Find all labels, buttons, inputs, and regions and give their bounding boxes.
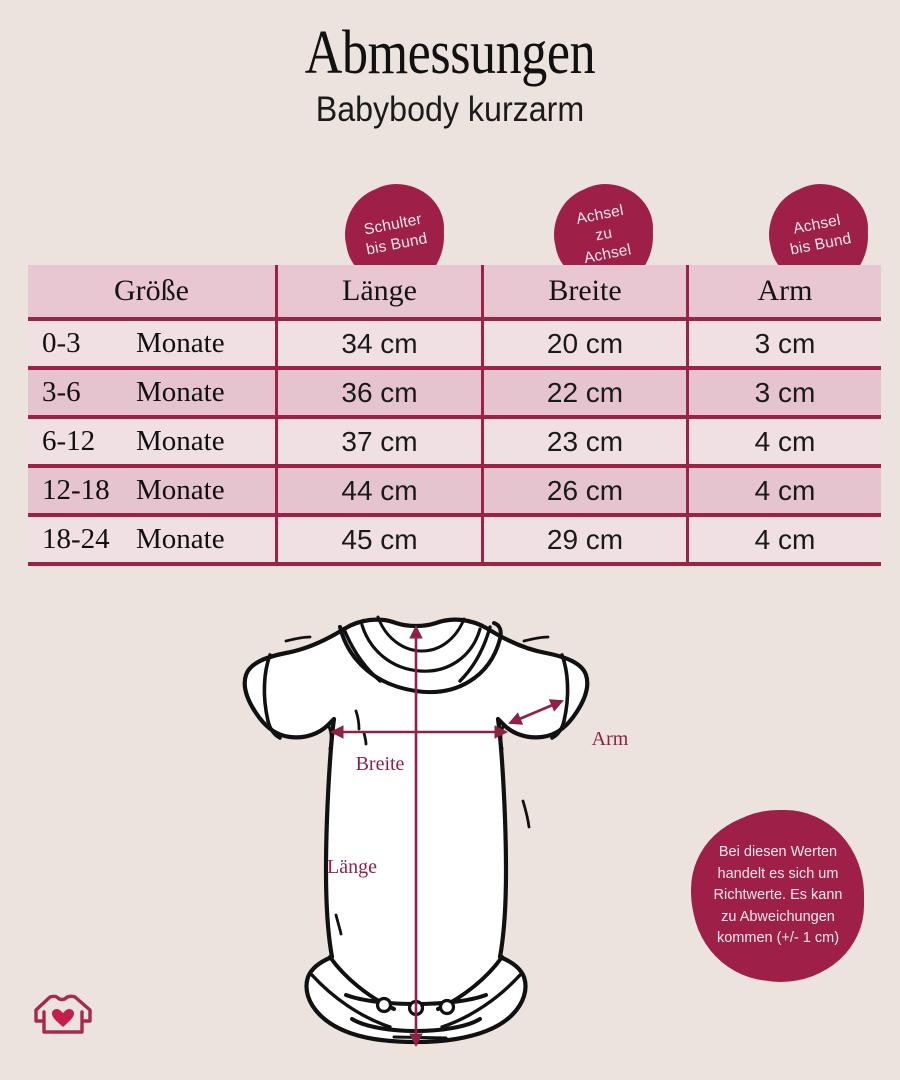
cell-size: 6-12 Monate — [28, 417, 277, 468]
cell-arm-value: 4 cm — [754, 474, 816, 506]
tshirt-outline — [34, 994, 92, 1034]
cell-size: 3-6 Monate — [28, 368, 277, 419]
size-unit-label: Monate — [136, 425, 225, 457]
dimension-arm-arrow: Arm — [508, 699, 629, 750]
column-header-width: Breite — [481, 265, 688, 321]
right-armhole-seam — [499, 723, 506, 751]
snap-button-1 — [375, 996, 393, 1014]
size-age-range: 18-24 — [42, 523, 110, 555]
size-value-wrap: 18-24 Monate — [28, 523, 275, 556]
cell-length-value: 36 cm — [341, 376, 418, 408]
cell-width-value: 26 cm — [546, 474, 624, 506]
cell-width: 26 cm — [481, 466, 688, 517]
size-age-range: 6-12 — [42, 425, 96, 457]
cell-arm-value: 3 cm — [754, 376, 816, 408]
cell-arm: 3 cm — [686, 368, 881, 419]
size-age-range: 0-3 — [42, 327, 81, 359]
table-body: 0-3 Monate 34 cm 20 cm 3 cm 3-6 Monate 36 cm 22 … — [28, 319, 881, 566]
cell-length: 36 cm — [275, 368, 483, 419]
cell-arm: 4 cm — [686, 515, 881, 566]
table-row: 12-18 Monate 44 cm 26 cm 4 cm — [28, 466, 881, 517]
cell-size: 12-18 Monate — [28, 466, 277, 517]
cell-length-value: 34 cm — [341, 327, 418, 359]
label-arm: Arm — [592, 728, 629, 750]
cell-width-value: 22 cm — [546, 376, 624, 408]
tshirt-heart-icon — [34, 994, 92, 1034]
left-armhole-seam — [326, 723, 333, 751]
size-value-wrap: 0-3 Monate — [28, 327, 275, 360]
cell-length-value: 37 cm — [341, 425, 418, 457]
brand-logo — [30, 988, 98, 1040]
cell-arm-value: 4 cm — [754, 523, 816, 555]
dimension-width-arrow: Breite — [329, 725, 509, 775]
badge-disclaimer-note: Bei diesen Werten handelt es sich um Ric… — [693, 812, 863, 980]
cell-width-value: 29 cm — [546, 523, 624, 555]
size-table: Größe Länge Breite Arm 0-3 Monate 34 cm 20 … — [28, 265, 881, 566]
cell-width: 20 cm — [481, 319, 688, 370]
badge-achsel-bis-bund-label: Achsel bis Bund — [788, 211, 853, 259]
cell-arm-value: 3 cm — [754, 327, 816, 359]
cell-width: 23 cm — [481, 417, 688, 468]
bodysuit-drawing: Länge Breite Arm — [242, 615, 629, 1048]
page-subtitle: Babybody kurzarm — [315, 90, 585, 130]
cell-width-value: 20 cm — [546, 327, 624, 359]
size-value-wrap: 12-18 Monate — [28, 474, 275, 507]
left-shoulder-seam — [342, 627, 382, 683]
size-unit-label: Monate — [136, 376, 225, 408]
label-laenge: Länge — [327, 856, 377, 878]
size-age-range: 12-18 — [42, 474, 110, 506]
cell-length-value: 44 cm — [341, 474, 418, 506]
size-unit-label: Monate — [136, 474, 225, 506]
cell-length: 45 cm — [275, 515, 483, 566]
crotch-strap-right-inner — [440, 973, 522, 1029]
bottom-hem-line — [392, 1035, 448, 1040]
table-header-row: Größe Länge Breite Arm — [28, 265, 881, 321]
right-shoulder-seam — [458, 625, 492, 683]
header: Abmessungen Babybody kurzarm — [0, 0, 900, 130]
badge-schulter-label: Schulter bis Bund — [362, 210, 429, 259]
cell-size: 18-24 Monate — [28, 515, 277, 566]
heart-icon — [52, 1009, 74, 1027]
size-unit-label: Monate — [136, 523, 225, 555]
table-row: 3-6 Monate 36 cm 22 cm 3 cm — [28, 368, 881, 419]
size-value-wrap: 6-12 Monate — [28, 425, 275, 458]
column-header-arm: Arm — [686, 265, 881, 321]
cell-width-value: 23 cm — [546, 425, 624, 457]
cell-size: 0-3 Monate — [28, 319, 277, 370]
cell-length: 37 cm — [275, 417, 483, 468]
collar-outer-edge — [338, 621, 503, 694]
cell-arm-value: 4 cm — [754, 425, 816, 457]
cell-length: 34 cm — [275, 319, 483, 370]
table-header: Größe Länge Breite Arm — [28, 265, 881, 321]
table-row: 18-24 Monate 45 cm 29 cm 4 cm — [28, 515, 881, 566]
cell-arm: 4 cm — [686, 417, 881, 468]
column-header-size: Größe — [28, 265, 277, 321]
snap-button-3 — [438, 998, 456, 1016]
disclaimer-text: Bei diesen Werten handelt es sich um Ric… — [713, 844, 843, 947]
right-sleeve-cuff — [550, 653, 570, 740]
badge-achsel-zu-achsel-label: Achsel zu Achsel — [575, 202, 633, 267]
size-age-range: 3-6 — [42, 376, 81, 408]
dimension-length-arrow: Länge — [327, 624, 423, 1048]
left-sleeve-cuff — [262, 653, 282, 740]
column-header-length: Länge — [275, 265, 483, 321]
page-title: Abmessungen — [304, 19, 596, 87]
table-row: 0-3 Monate 34 cm 20 cm 3 cm — [28, 319, 881, 370]
cell-length-value: 45 cm — [341, 523, 418, 555]
size-value-wrap: 3-6 Monate — [28, 376, 275, 409]
crotch-strap-left-inner — [310, 973, 392, 1029]
cell-width: 22 cm — [481, 368, 688, 419]
cell-arm: 3 cm — [686, 319, 881, 370]
size-unit-label: Monate — [136, 327, 225, 359]
label-breite: Breite — [356, 753, 405, 775]
cell-width: 29 cm — [481, 515, 688, 566]
table-row: 6-12 Monate 37 cm 23 cm 4 cm — [28, 417, 881, 468]
cell-arm: 4 cm — [686, 466, 881, 517]
cell-length: 44 cm — [275, 466, 483, 517]
garment-illustration: Länge Breite Arm — [228, 605, 674, 1060]
